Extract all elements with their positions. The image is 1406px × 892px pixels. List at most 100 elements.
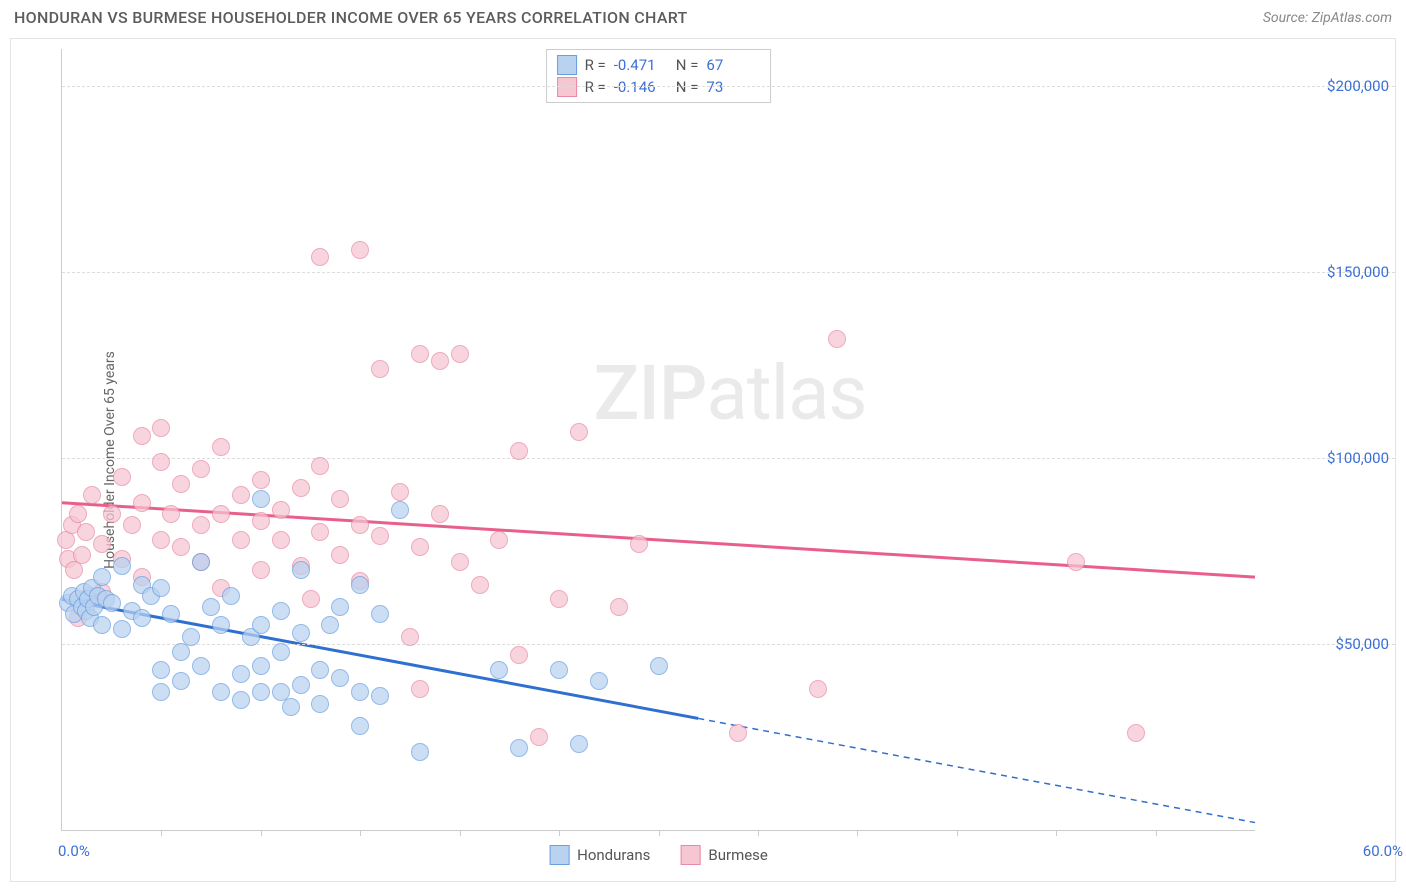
data-point xyxy=(162,605,180,623)
data-point xyxy=(311,523,329,541)
data-point xyxy=(292,676,310,694)
data-point xyxy=(828,330,846,348)
data-point xyxy=(610,598,628,616)
data-point xyxy=(192,657,210,675)
data-point xyxy=(93,568,111,586)
x-tick xyxy=(161,830,162,836)
bottom-legend: Hondurans Burmese xyxy=(549,845,768,865)
x-tick xyxy=(261,830,262,836)
data-point xyxy=(69,505,87,523)
source-attribution: Source: ZipAtlas.com xyxy=(1263,10,1392,26)
legend-swatch-burmese xyxy=(680,845,700,865)
data-point xyxy=(133,494,151,512)
data-point xyxy=(192,460,210,478)
data-point xyxy=(232,691,250,709)
data-point xyxy=(1067,553,1085,571)
data-point xyxy=(351,576,369,594)
data-point xyxy=(331,598,349,616)
x-end-label: 60.0% xyxy=(1363,842,1403,860)
data-point xyxy=(510,739,528,757)
data-point xyxy=(451,553,469,571)
y-tick-label: $50,000 xyxy=(1269,635,1389,653)
data-point xyxy=(232,486,250,504)
y-tick-label: $100,000 xyxy=(1269,449,1389,467)
x-tick xyxy=(659,830,660,836)
data-point xyxy=(73,546,91,564)
data-point xyxy=(451,345,469,363)
data-point xyxy=(152,683,170,701)
x-tick xyxy=(460,830,461,836)
r-label: R = xyxy=(585,56,606,74)
data-point xyxy=(530,728,548,746)
chart-container: Householder Income Over 65 years ZIPatla… xyxy=(10,38,1396,882)
n-value-hondurans: 67 xyxy=(706,56,760,74)
data-point xyxy=(182,628,200,646)
data-point xyxy=(321,616,339,634)
data-point xyxy=(729,724,747,742)
data-point xyxy=(133,609,151,627)
data-point xyxy=(77,523,95,541)
stats-legend: R = -0.471 N = 67 R = -0.146 N = 73 xyxy=(546,49,772,103)
data-point xyxy=(152,661,170,679)
data-point xyxy=(103,594,121,612)
data-point xyxy=(252,683,270,701)
data-point xyxy=(391,483,409,501)
watermark-zip: ZIP xyxy=(594,348,707,438)
data-point xyxy=(113,468,131,486)
y-tick-label: $200,000 xyxy=(1269,77,1389,95)
data-point xyxy=(411,538,429,556)
trend-lines xyxy=(62,49,1255,830)
gridline xyxy=(62,644,1395,645)
data-point xyxy=(292,624,310,642)
data-point xyxy=(103,505,121,523)
gridline xyxy=(62,458,1395,459)
data-point xyxy=(272,643,290,661)
data-point xyxy=(152,579,170,597)
data-point xyxy=(172,538,190,556)
data-point xyxy=(172,672,190,690)
data-point xyxy=(232,665,250,683)
data-point xyxy=(152,531,170,549)
swatch-hondurans xyxy=(557,55,577,75)
data-point xyxy=(202,598,220,616)
data-point xyxy=(490,661,508,679)
data-point xyxy=(809,680,827,698)
data-point xyxy=(302,590,320,608)
data-point xyxy=(232,531,250,549)
data-point xyxy=(371,687,389,705)
legend-label-burmese: Burmese xyxy=(708,846,768,864)
data-point xyxy=(371,360,389,378)
data-point xyxy=(550,590,568,608)
data-point xyxy=(311,457,329,475)
data-point xyxy=(391,501,409,519)
data-point xyxy=(590,672,608,690)
data-point xyxy=(570,423,588,441)
data-point xyxy=(282,698,300,716)
legend-swatch-hondurans xyxy=(549,845,569,865)
data-point xyxy=(490,531,508,549)
data-point xyxy=(162,505,180,523)
data-point xyxy=(192,516,210,534)
x-tick xyxy=(758,830,759,836)
data-point xyxy=(510,646,528,664)
data-point xyxy=(292,479,310,497)
gridline xyxy=(62,272,1395,273)
chart-title: HONDURAN VS BURMESE HOUSEHOLDER INCOME O… xyxy=(14,8,688,27)
data-point xyxy=(1127,724,1145,742)
data-point xyxy=(401,628,419,646)
data-point xyxy=(252,471,270,489)
data-point xyxy=(331,669,349,687)
x-tick xyxy=(857,830,858,836)
data-point xyxy=(292,561,310,579)
data-point xyxy=(311,695,329,713)
data-point xyxy=(113,620,131,638)
data-point xyxy=(93,535,111,553)
data-point xyxy=(252,561,270,579)
data-point xyxy=(331,546,349,564)
legend-item-hondurans: Hondurans xyxy=(549,845,650,865)
data-point xyxy=(570,735,588,753)
n-label: N = xyxy=(676,56,699,74)
stats-row-hondurans: R = -0.471 N = 67 xyxy=(557,54,761,76)
data-point xyxy=(371,527,389,545)
data-point xyxy=(351,717,369,735)
